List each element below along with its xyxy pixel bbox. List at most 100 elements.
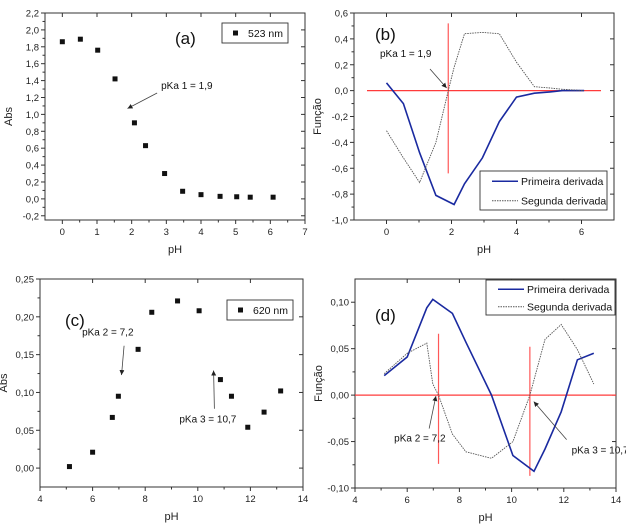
annotation-label: pKa 1 = 1,9 [161,81,213,92]
annotation-label: pKa 2 = 7,2 [82,328,134,339]
y-tick-label: 2,0 [26,25,39,36]
annotation-label: pKa 3 = 10,7 [179,415,236,426]
legend-box [226,299,294,321]
x-tick-label: 5 [233,227,238,238]
plot-frame [44,12,306,221]
x-tick-label: 10 [506,495,517,506]
x-tick-label: 1 [94,227,99,238]
y-tick-label: 0,2 [335,60,348,71]
x-tick-label: 0 [60,227,65,238]
x-axis-title: pH [168,244,182,256]
y-tick-label: 0,10 [331,298,350,309]
y-tick-label: -0,8 [332,190,348,201]
x-tick-label: 10 [193,494,204,505]
y-tick-label: 0,6 [335,9,348,20]
panel-c: 4 6 8 10 12 14 0,00 0,05 0,10 0,15 0,20 0,25 pH Abs (c… [0,275,308,524]
x-tick-label: 6 [579,227,584,238]
data-point [261,409,267,415]
annotation-arrow [428,395,438,429]
panel-b: 0 2 4 6 -1,0 -0,8 -0,6 -0,4 -0,2 0,0 0,2 0,4 0,6 pH Fu… [312,9,615,256]
data-point [77,36,83,42]
y-tick-label: 0,8 [26,127,39,138]
panel-a: 0 1 2 3 4 5 6 7 -0,2 0,0 0,2 0,4 0,6 0,8 1,0 1,2 1,4 1,6 1… [3,9,308,257]
x-tick-label: 4 [352,495,357,506]
x-tick-label: 8 [457,495,462,506]
x-tick-label: 14 [298,494,309,505]
x-tick-label: 4 [37,494,42,505]
data-point [112,76,118,82]
series-line-segunda-derivada [386,31,585,184]
y-tick-label: 0,00 [331,391,350,402]
data-point [247,194,253,200]
x-tick-label: 7 [302,227,307,238]
data-point [180,188,186,194]
y-tick-label: -0,6 [332,164,348,175]
x-tick-label: 14 [611,495,622,506]
x-tick-label: 0 [384,227,389,238]
series-line-primeira-derivada [385,82,585,206]
panel-d: 4 6 8 10 12 14 -0,10 -0,05 0,00 0,05 0,10 pH Função (… [313,278,626,524]
x-tick-label: 4 [514,227,519,238]
x-axis-title: pH [164,511,178,523]
panel-label: (d) [375,306,396,325]
legend-box [221,22,289,44]
legend-label: 523 nm [248,28,283,40]
y-tick-label: 0,0 [335,86,348,97]
y-tick-label: 0,25 [16,275,35,286]
annotation-label: pKa 1 = 1,9 [380,49,432,60]
data-point [278,388,284,394]
y-axis-title: Função [312,98,324,135]
data-point [270,194,276,200]
y-tick-label: 0,10 [16,388,35,399]
data-point [143,143,149,149]
x-axis-title: pH [477,244,491,256]
y-tick-label: 1,6 [26,59,39,70]
x-tick-label: 6 [405,495,410,506]
data-point [245,424,251,430]
legend-box [485,279,616,316]
annotation-label: pKa 3 = 10,7 [572,446,626,457]
x-tick-label: 3 [164,227,169,238]
series-line-segunda-derivada [383,323,595,459]
data-point [90,449,96,455]
annotation-arrow [127,92,158,109]
legend-label: Primeira derivada [527,284,609,296]
y-tick-label: 0,0 [26,194,39,205]
y-tick-label: 2,2 [26,9,39,20]
x-tick-label: 8 [143,494,148,505]
panel-label: (c) [65,311,85,330]
x-tick-label: 2 [129,227,134,238]
data-point [228,393,234,399]
legend-label: Primeira derivada [521,176,603,188]
y-tick-label: 0,6 [26,144,39,155]
legend-label: Segunda derivada [521,196,606,208]
y-axis-title: Abs [0,373,10,392]
data-point [198,192,204,198]
x-tick-label: 6 [90,494,95,505]
data-point [149,309,155,315]
annotation-arrow [211,370,217,409]
y-axis-title: Função [313,365,325,402]
data-point [66,464,72,470]
legend-label: 620 nm [253,305,288,317]
data-point [131,120,137,126]
y-tick-label: -0,2 [23,211,39,222]
y-tick-label: 0,05 [16,426,35,437]
panel-label: (b) [375,25,396,44]
panel-label: (a) [175,29,196,48]
annotation-label: pKa 2 = 7,2 [394,434,446,445]
annotation-arrow [429,68,447,89]
series-line-primeira-derivada [383,298,595,473]
data-point [59,39,65,45]
annotation-arrow [533,401,567,440]
y-tick-label: -0,10 [327,484,349,495]
annotation-arrow [119,345,125,376]
y-tick-label: -0,2 [332,112,348,123]
y-tick-label: 0,20 [16,312,35,323]
y-tick-label: 0,4 [335,34,348,45]
y-axis-title: Abs [3,107,15,126]
x-tick-label: 2 [449,227,454,238]
x-tick-label: 12 [245,494,256,505]
data-point [162,171,168,177]
y-tick-label: 0,2 [26,177,39,188]
